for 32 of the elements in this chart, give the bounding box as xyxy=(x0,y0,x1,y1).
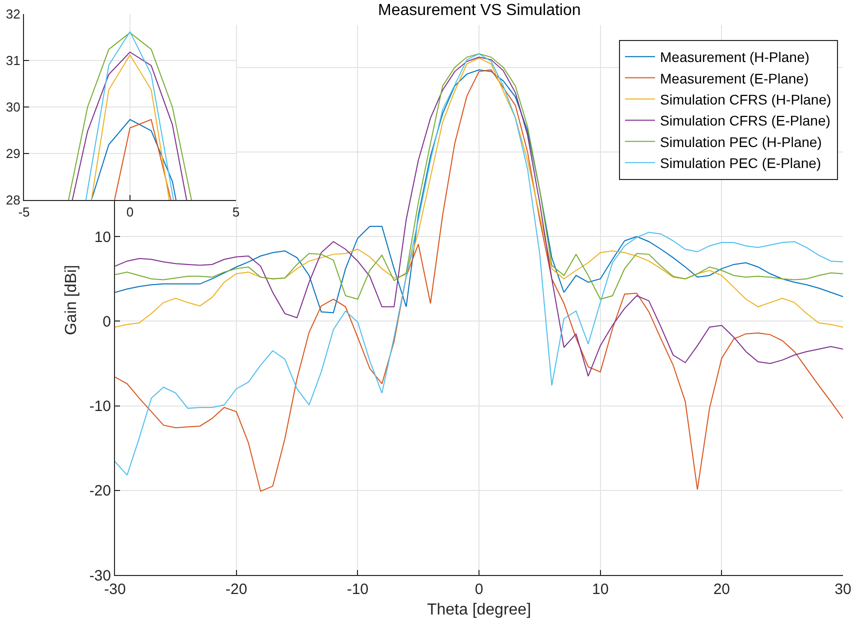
line-series xyxy=(90,119,176,200)
x-tick-label: 0 xyxy=(474,581,484,598)
legend-label: Measurement (H-Plane) xyxy=(660,49,810,66)
chart-title: Measurement VS Simulation xyxy=(378,2,581,19)
line-series xyxy=(72,52,188,200)
y-tick-label: 30 xyxy=(6,100,20,115)
legend-label: Simulation CFRS (H-Plane) xyxy=(660,91,832,108)
y-tick-label: -10 xyxy=(89,398,111,416)
y-axis-title: Gain [dBi] xyxy=(63,264,80,336)
x-axis-title: Theta [degree] xyxy=(426,602,532,619)
line-series xyxy=(68,32,192,200)
x-tick-label: 30 xyxy=(834,581,852,598)
y-tick-label: 10 xyxy=(94,228,111,246)
legend-label: Simulation CFRS (E-Plane) xyxy=(660,112,830,129)
y-tick-label: -20 xyxy=(89,482,111,500)
legend-label: Simulation PEC (E-Plane) xyxy=(660,155,822,172)
y-tick-label: 32 xyxy=(6,6,20,22)
x-tick-label: 0 xyxy=(126,204,134,220)
y-tick-label: 31 xyxy=(6,53,20,68)
legend-label: Measurement (E-Plane) xyxy=(660,70,809,86)
x-tick-label: -20 xyxy=(225,581,248,598)
y-tick-label: 0 xyxy=(102,313,111,330)
x-tick-label: 5 xyxy=(232,204,240,220)
x-tick-label: -10 xyxy=(346,581,369,598)
y-tick-label: 29 xyxy=(6,146,20,162)
x-tick-label: -5 xyxy=(18,204,30,220)
x-tick-label: 10 xyxy=(592,581,609,598)
line-series xyxy=(85,31,174,200)
y-tick-label: 28 xyxy=(6,192,20,208)
y-tick-label: -30 xyxy=(89,567,111,584)
legend-label: Simulation PEC (H-Plane) xyxy=(660,134,822,150)
x-tick-label: 20 xyxy=(713,581,730,598)
